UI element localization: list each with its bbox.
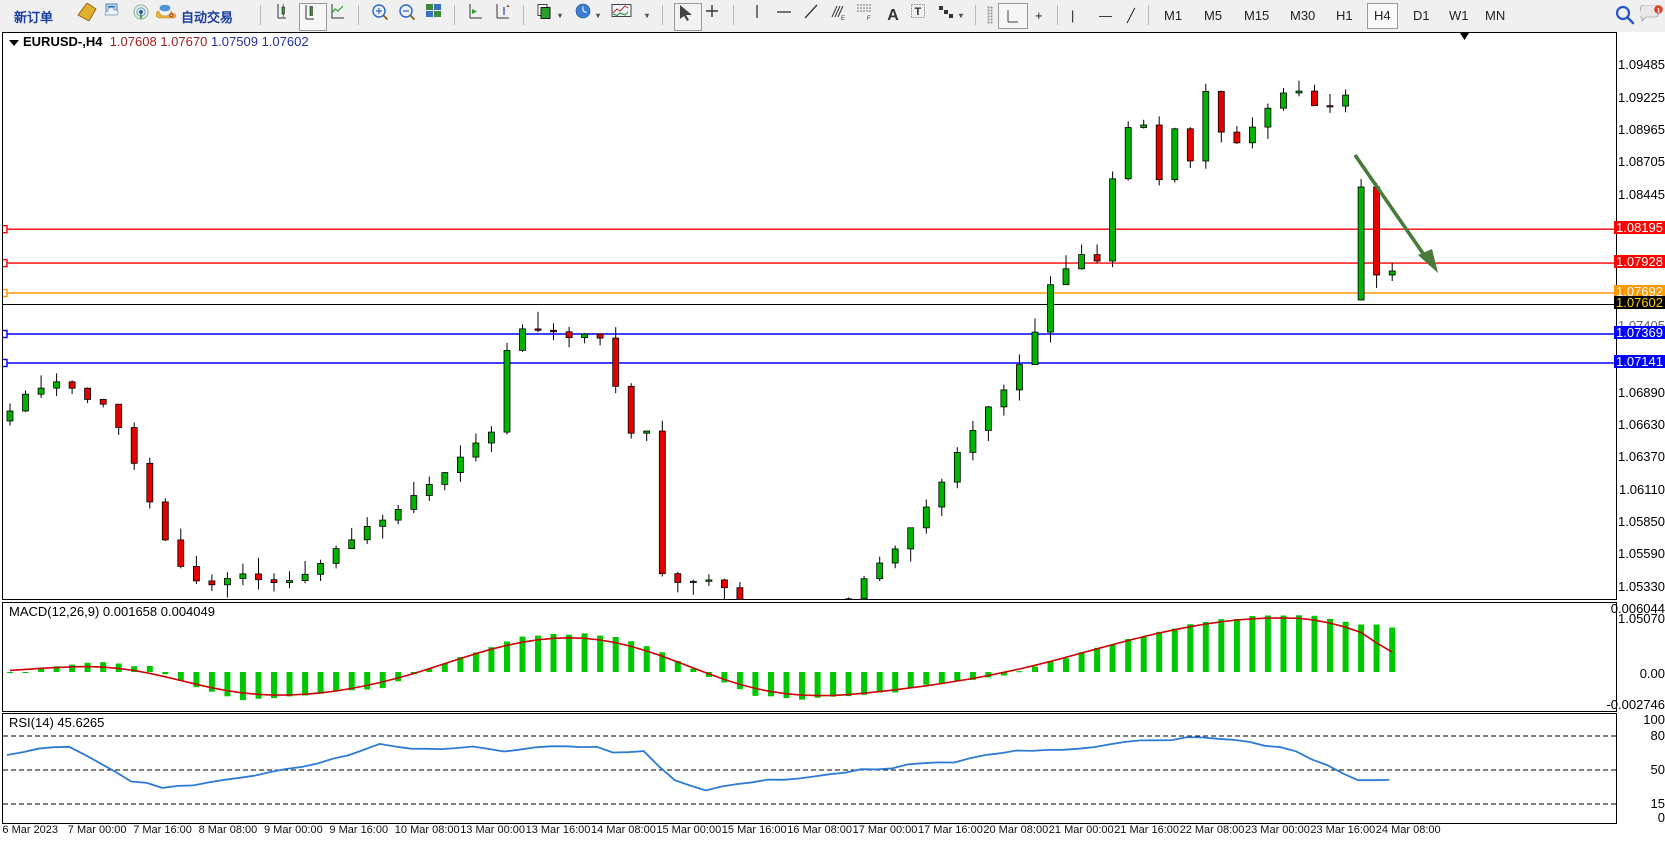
svg-text:T: T [915, 6, 922, 18]
svg-text:1: 1 [1657, 7, 1661, 14]
svg-text:E: E [841, 16, 845, 21]
svg-text:F: F [867, 16, 871, 21]
